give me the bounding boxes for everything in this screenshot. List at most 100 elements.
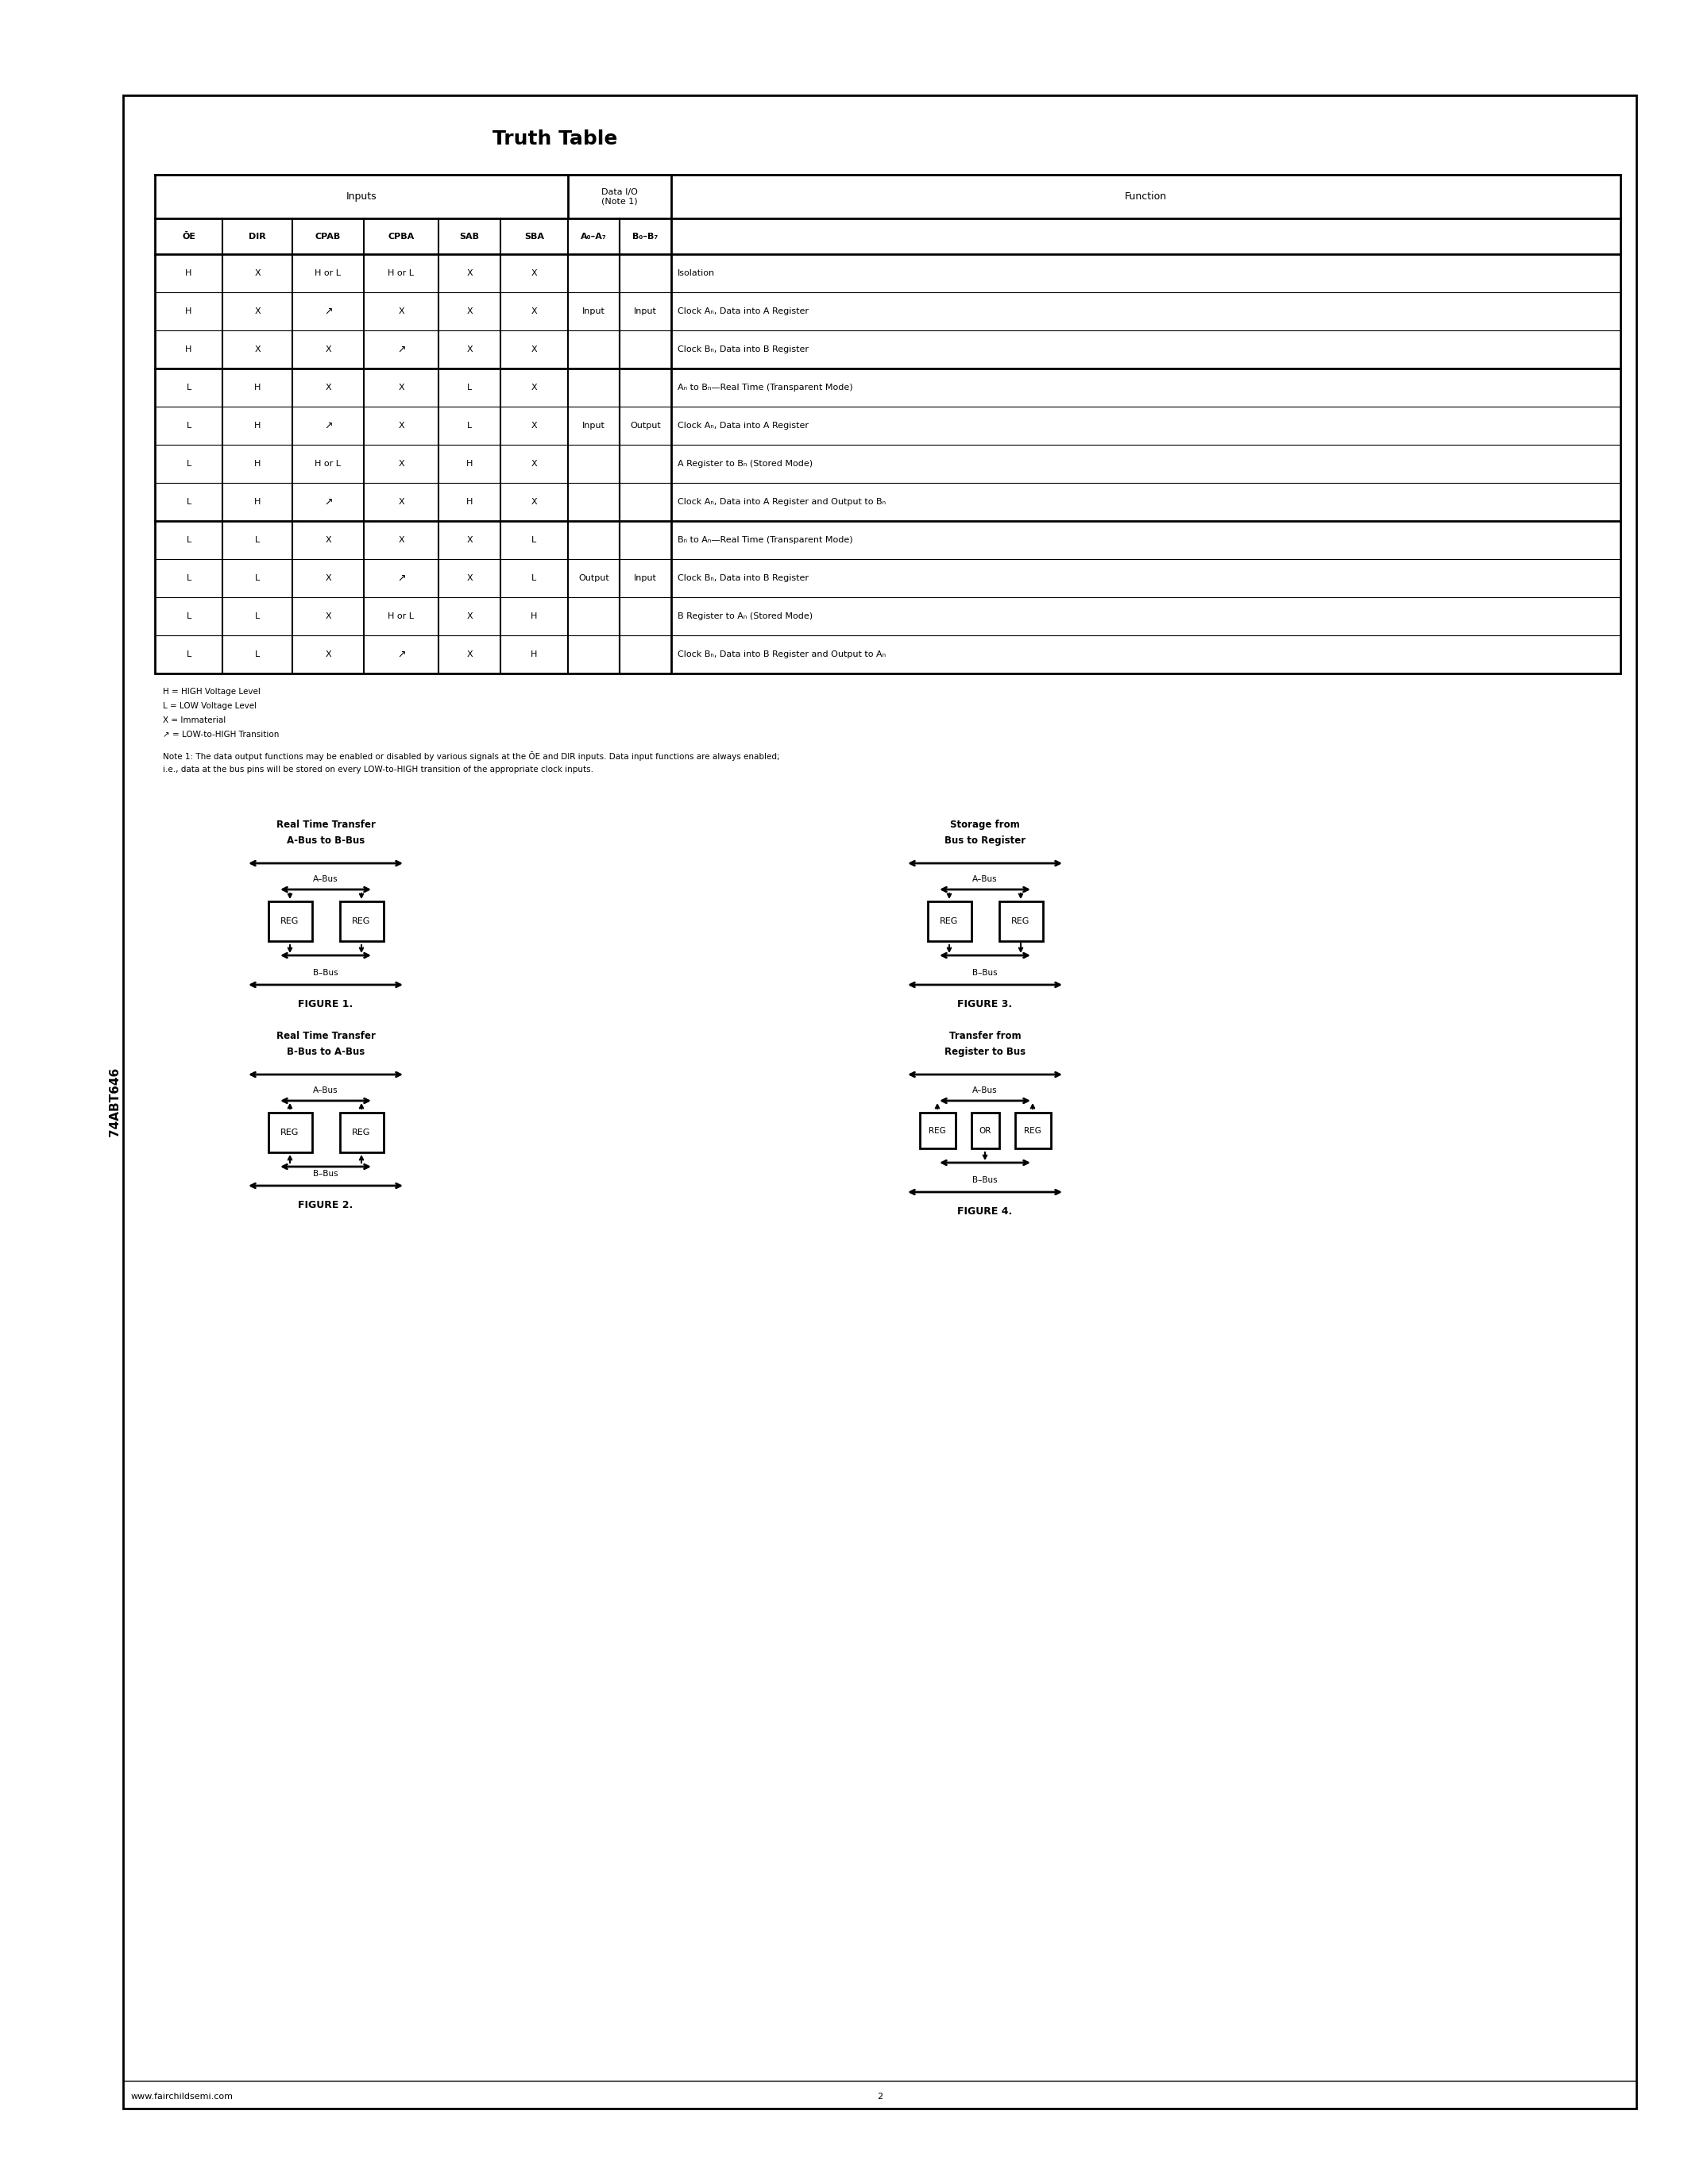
Text: Clock Aₙ, Data into A Register and Output to Bₙ: Clock Aₙ, Data into A Register and Outpu… <box>677 498 886 507</box>
Text: L: L <box>186 461 191 467</box>
Text: Inputs: Inputs <box>346 192 376 201</box>
Text: X = Immaterial: X = Immaterial <box>162 716 226 725</box>
Text: H: H <box>530 651 537 657</box>
Text: B–Bus: B–Bus <box>314 1171 338 1177</box>
Text: B–Bus: B–Bus <box>314 970 338 976</box>
Text: Clock Aₙ, Data into A Register: Clock Aₙ, Data into A Register <box>677 422 809 430</box>
Text: Output: Output <box>630 422 660 430</box>
Bar <box>155 175 1620 673</box>
Text: H: H <box>253 498 260 507</box>
Text: X: X <box>398 535 403 544</box>
Text: FIGURE 3.: FIGURE 3. <box>957 998 1013 1009</box>
Text: B Register to Aₙ (Stored Mode): B Register to Aₙ (Stored Mode) <box>677 612 812 620</box>
Text: Clock Aₙ, Data into A Register: Clock Aₙ, Data into A Register <box>677 308 809 314</box>
Text: ↗: ↗ <box>324 306 333 317</box>
Text: L: L <box>255 651 260 657</box>
Text: Transfer from: Transfer from <box>949 1031 1021 1042</box>
Text: Function: Function <box>1124 192 1166 201</box>
Text: Isolation: Isolation <box>677 269 716 277</box>
Text: B–Bus: B–Bus <box>972 970 998 976</box>
Text: ↗: ↗ <box>324 422 333 430</box>
Text: REG: REG <box>940 917 959 926</box>
Text: Input: Input <box>582 422 606 430</box>
Text: REG: REG <box>353 917 371 926</box>
Text: Clock Bₙ, Data into B Register and Output to Aₙ: Clock Bₙ, Data into B Register and Outpu… <box>677 651 886 657</box>
Text: Storage from: Storage from <box>950 819 1020 830</box>
Text: A–Bus: A–Bus <box>314 876 338 882</box>
Text: i.e., data at the bus pins will be stored on every LOW-to-HIGH transition of the: i.e., data at the bus pins will be store… <box>162 767 594 773</box>
Bar <box>339 1112 383 1153</box>
Text: A-Bus to B-Bus: A-Bus to B-Bus <box>287 836 365 845</box>
Text: X: X <box>466 612 473 620</box>
Text: ↗ = LOW-to-HIGH Transition: ↗ = LOW-to-HIGH Transition <box>162 732 279 738</box>
Text: L = LOW Voltage Level: L = LOW Voltage Level <box>162 701 257 710</box>
Text: X: X <box>398 308 403 314</box>
Text: L: L <box>186 384 191 391</box>
Text: L: L <box>186 422 191 430</box>
Text: X: X <box>532 269 537 277</box>
Text: H or L: H or L <box>388 612 414 620</box>
Text: Clock Bₙ, Data into B Register: Clock Bₙ, Data into B Register <box>677 345 809 354</box>
Text: A–Bus: A–Bus <box>972 1085 998 1094</box>
Text: FIGURE 2.: FIGURE 2. <box>299 1199 353 1210</box>
Text: Real Time Transfer: Real Time Transfer <box>277 819 375 830</box>
Bar <box>927 902 971 941</box>
Text: H: H <box>253 422 260 430</box>
Text: REG: REG <box>353 1129 371 1136</box>
Text: Note 1: The data output functions may be enabled or disabled by various signals : Note 1: The data output functions may be… <box>162 751 780 760</box>
Text: CPBA: CPBA <box>388 232 414 240</box>
Text: H: H <box>530 612 537 620</box>
Bar <box>1014 1112 1050 1149</box>
Text: A₀–A₇: A₀–A₇ <box>581 232 606 240</box>
Text: H = HIGH Voltage Level: H = HIGH Voltage Level <box>162 688 260 697</box>
Text: CPAB: CPAB <box>316 232 341 240</box>
Text: H: H <box>186 345 192 354</box>
Text: A–Bus: A–Bus <box>972 876 998 882</box>
Text: ↗: ↗ <box>397 345 405 354</box>
Text: REG: REG <box>1011 917 1030 926</box>
Text: X: X <box>466 535 473 544</box>
Text: H: H <box>466 461 473 467</box>
Text: Truth Table: Truth Table <box>493 129 618 149</box>
Text: Output: Output <box>579 574 609 583</box>
Text: Bₙ to Aₙ—Real Time (Transparent Mode): Bₙ to Aₙ—Real Time (Transparent Mode) <box>677 535 852 544</box>
Text: SAB: SAB <box>459 232 479 240</box>
Text: REG: REG <box>280 1129 299 1136</box>
Text: X: X <box>466 308 473 314</box>
Bar <box>268 1112 312 1153</box>
Text: DIR: DIR <box>248 232 267 240</box>
Text: X: X <box>466 269 473 277</box>
Text: B–Bus: B–Bus <box>972 1177 998 1184</box>
Text: X: X <box>398 422 403 430</box>
Text: Register to Bus: Register to Bus <box>945 1046 1026 1057</box>
Text: L: L <box>532 574 537 583</box>
Bar <box>920 1112 955 1149</box>
Text: A–Bus: A–Bus <box>314 1085 338 1094</box>
Text: SBA: SBA <box>525 232 544 240</box>
Text: L: L <box>255 612 260 620</box>
Text: X: X <box>532 345 537 354</box>
Text: L: L <box>186 574 191 583</box>
Text: H: H <box>186 308 192 314</box>
Text: X: X <box>326 384 331 391</box>
Text: ↗: ↗ <box>397 649 405 660</box>
Text: H: H <box>466 498 473 507</box>
Text: L: L <box>186 651 191 657</box>
Text: H or L: H or L <box>388 269 414 277</box>
Text: L: L <box>186 535 191 544</box>
Bar <box>999 902 1043 941</box>
Text: X: X <box>532 498 537 507</box>
Text: Input: Input <box>582 308 606 314</box>
Text: H: H <box>253 461 260 467</box>
Text: Input: Input <box>635 308 657 314</box>
Text: Clock Bₙ, Data into B Register: Clock Bₙ, Data into B Register <box>677 574 809 583</box>
Text: X: X <box>326 574 331 583</box>
Text: FIGURE 4.: FIGURE 4. <box>957 1206 1013 1216</box>
Text: ↗: ↗ <box>397 572 405 583</box>
Text: X: X <box>326 345 331 354</box>
Text: 74ABT646: 74ABT646 <box>110 1068 122 1136</box>
Bar <box>971 1112 999 1149</box>
Text: Aₙ to Bₙ—Real Time (Transparent Mode): Aₙ to Bₙ—Real Time (Transparent Mode) <box>677 384 852 391</box>
Text: X: X <box>255 308 260 314</box>
Bar <box>268 902 312 941</box>
